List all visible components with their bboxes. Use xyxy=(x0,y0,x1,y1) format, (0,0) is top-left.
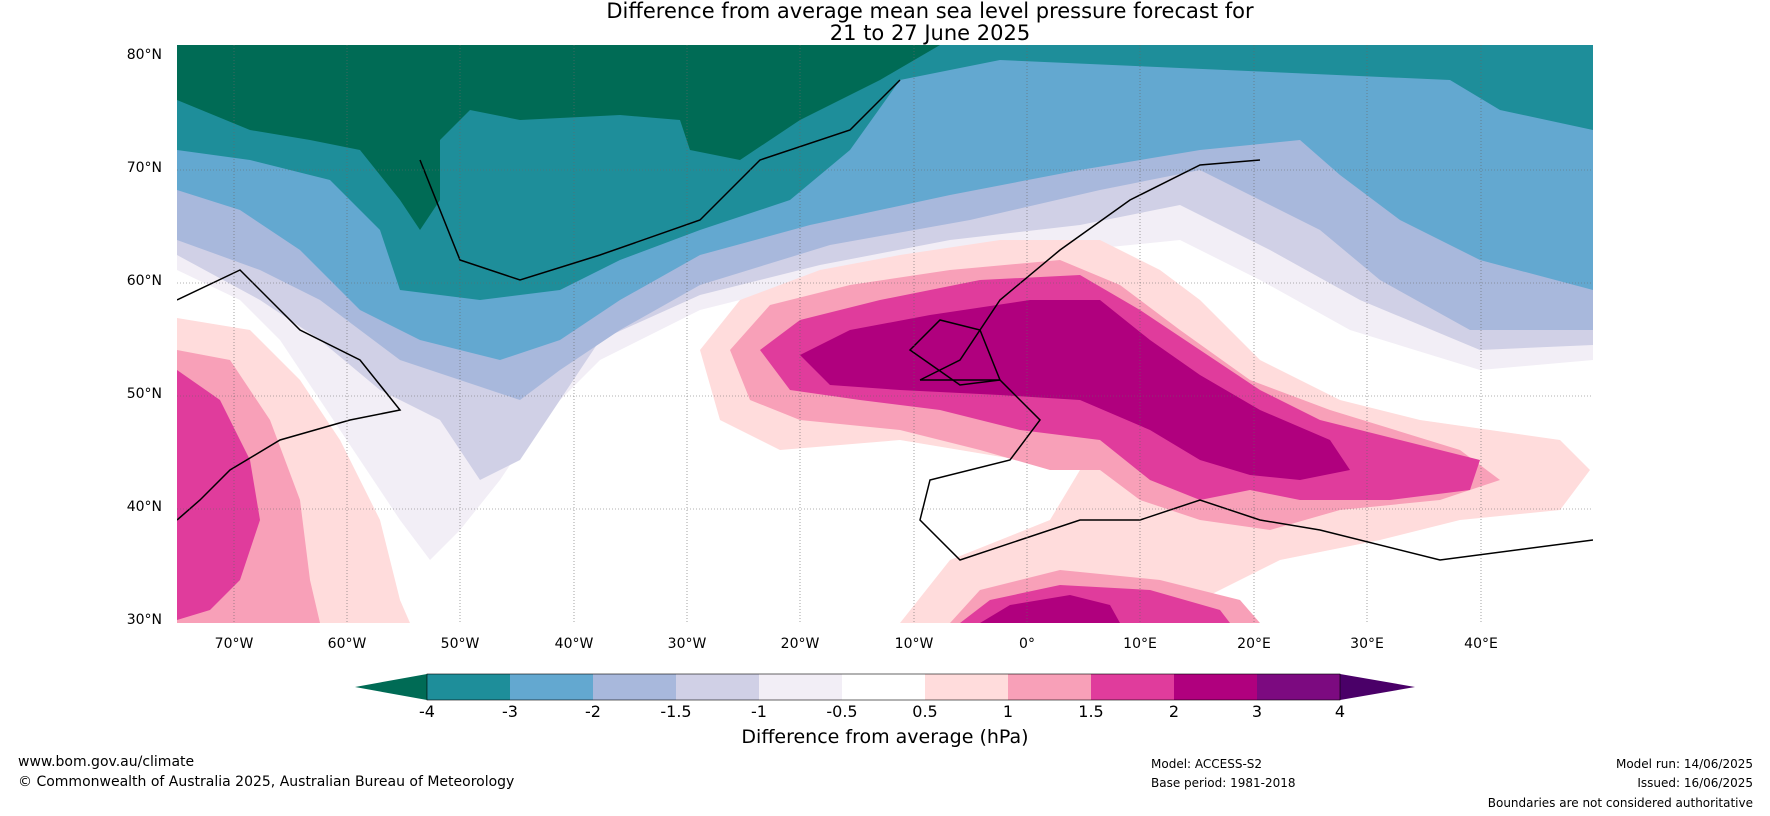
colorbar-segment xyxy=(1174,674,1257,700)
band-minus-4 xyxy=(177,45,940,230)
colorbar-tick: 0.5 xyxy=(912,702,938,721)
lon-label: 10°E xyxy=(1123,636,1157,652)
colorbar-segment xyxy=(510,674,593,700)
base-period-text: Base period: 1981-2018 xyxy=(1151,776,1296,790)
colorbar xyxy=(355,673,1415,701)
greenland-coast xyxy=(419,79,901,281)
lon-label: 0° xyxy=(1019,636,1035,652)
colorbar-segment xyxy=(1091,674,1174,700)
lat-label: 70°N xyxy=(126,160,162,176)
colorbar-tick: -3 xyxy=(502,702,518,721)
africa-plus-2 xyxy=(980,595,1120,623)
lat-label: 40°N xyxy=(126,499,162,515)
colorbar-segment xyxy=(593,674,676,700)
colorbar-segment xyxy=(676,674,759,700)
lon-label: 20°W xyxy=(780,636,820,652)
graticule xyxy=(177,45,1593,623)
lat-label: 80°N xyxy=(126,47,162,63)
colorbar-tick: -1 xyxy=(751,702,767,721)
colorbar-segment xyxy=(427,674,510,700)
lon-label: 10°W xyxy=(894,636,934,652)
north-america-coast xyxy=(177,269,402,521)
lon-label: 40°W xyxy=(554,636,594,652)
lat-label: 30°N xyxy=(126,612,162,628)
lon-label: 30°W xyxy=(667,636,707,652)
anomaly-field xyxy=(177,45,1593,623)
title-line-2: 21 to 27 June 2025 xyxy=(829,21,1031,45)
british-isles-coast xyxy=(908,319,1002,386)
issued-text: Issued: 16/06/2025 xyxy=(1637,776,1753,790)
title-line-1: Difference from average mean sea level p… xyxy=(606,0,1254,23)
disclaimer-text: Boundaries are not considered authoritat… xyxy=(1487,796,1753,810)
scandinavia-coast xyxy=(919,159,1261,381)
lon-label: 50°W xyxy=(440,636,480,652)
colorbar-title: Difference from average (hPa) xyxy=(741,726,1029,748)
colorbar-tick: -1.5 xyxy=(660,702,692,721)
lon-label: 40°E xyxy=(1464,636,1498,652)
colorbar-tick: 4 xyxy=(1334,702,1346,721)
colorbar-arrow-high xyxy=(1340,674,1415,700)
model-run-text: Model run: 14/06/2025 xyxy=(1615,757,1753,771)
colorbar-segment xyxy=(759,674,842,700)
colorbar-segment xyxy=(1008,674,1091,700)
colorbar-tick: 2 xyxy=(1168,702,1180,721)
band-plus-2 xyxy=(800,300,1350,480)
na-plus-1.5 xyxy=(177,370,260,620)
colorbar-segment xyxy=(842,674,925,700)
lon-label: 20°E xyxy=(1237,636,1271,652)
lon-label: 70°W xyxy=(214,636,254,652)
colorbar-tick: -2 xyxy=(585,702,601,721)
colorbar-tick: 1 xyxy=(1002,702,1014,721)
lon-label: 60°W xyxy=(327,636,367,652)
europe-coast xyxy=(919,379,1593,561)
colorbar-tick: 1.5 xyxy=(1078,702,1104,721)
colorbar-tick: -4 xyxy=(419,702,435,721)
model-text: Model: ACCESS-S2 xyxy=(1151,757,1263,771)
colorbar-arrow-low xyxy=(355,674,427,700)
colorbar-segment xyxy=(1257,674,1340,700)
colorbar-segment xyxy=(925,674,1008,700)
copyright-text: © Commonwealth of Australia 2025, Austra… xyxy=(18,774,515,790)
lat-label: 50°N xyxy=(126,386,162,402)
lat-label: 60°N xyxy=(126,273,162,289)
lon-label: 30°E xyxy=(1350,636,1384,652)
colorbar-tick: -0.5 xyxy=(826,702,858,721)
website-link[interactable]: www.bom.gov.au/climate xyxy=(18,754,195,770)
colorbar-tick: 3 xyxy=(1251,702,1263,721)
